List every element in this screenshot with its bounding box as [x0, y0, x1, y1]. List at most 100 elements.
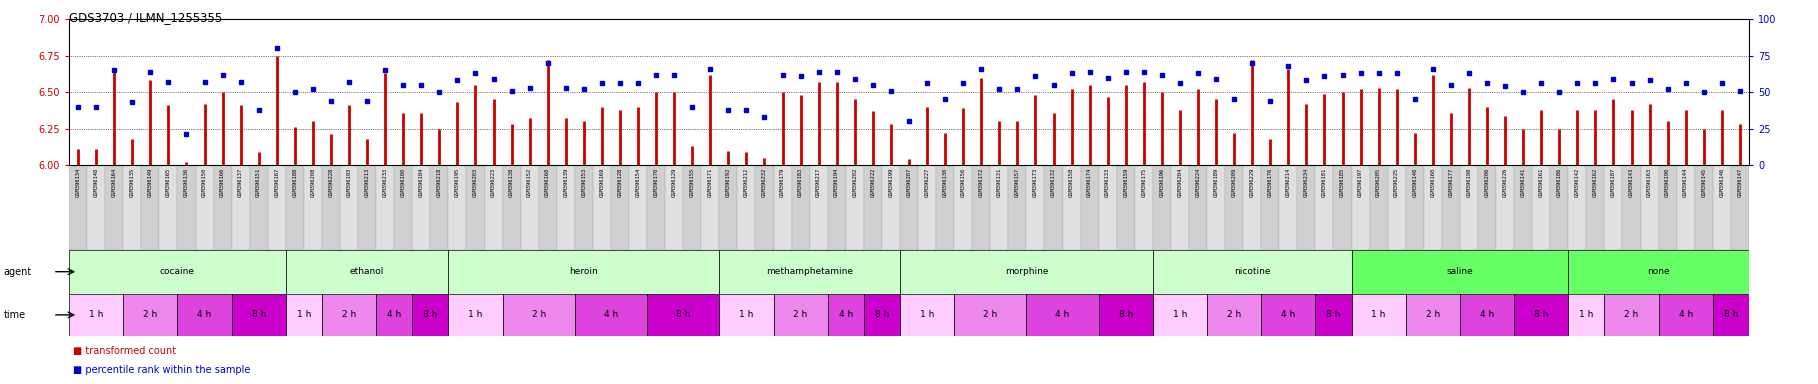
Bar	[231, 294, 285, 336]
Bar	[1478, 165, 1496, 250]
Bar	[1045, 165, 1062, 250]
Text: GSM396196: GSM396196	[1160, 168, 1164, 197]
Bar	[973, 165, 991, 250]
Bar	[1605, 294, 1658, 336]
Text: 1 h: 1 h	[469, 310, 484, 319]
Bar	[738, 165, 756, 250]
Bar	[720, 165, 738, 250]
Bar	[467, 165, 485, 250]
Bar	[1153, 250, 1351, 294]
Text: GSM396148: GSM396148	[95, 168, 98, 197]
Text: 8 h: 8 h	[1723, 310, 1738, 319]
Text: GSM396225: GSM396225	[1394, 168, 1400, 197]
Text: 1 h: 1 h	[1173, 310, 1187, 319]
Bar	[1244, 165, 1262, 250]
Text: GSM396228: GSM396228	[329, 168, 333, 197]
Bar	[574, 165, 593, 250]
Text: GSM396143: GSM396143	[1629, 168, 1634, 197]
Bar	[413, 165, 431, 250]
Bar	[502, 294, 574, 336]
Text: GSM396214: GSM396214	[1285, 168, 1291, 197]
Text: GSM396174: GSM396174	[1087, 168, 1093, 197]
Text: GSM396144: GSM396144	[1683, 168, 1689, 197]
Bar	[1569, 294, 1605, 336]
Bar	[1189, 165, 1207, 250]
Bar	[1569, 250, 1749, 294]
Bar	[1298, 165, 1316, 250]
Bar	[485, 165, 502, 250]
Bar	[1351, 250, 1569, 294]
Text: GSM396158: GSM396158	[1069, 168, 1074, 197]
Bar	[611, 165, 629, 250]
Bar	[1027, 165, 1045, 250]
Bar	[684, 165, 702, 250]
Bar	[1514, 165, 1533, 250]
Text: GSM396192: GSM396192	[725, 168, 731, 197]
Bar	[936, 165, 954, 250]
Bar	[900, 294, 954, 336]
Text: GSM396170: GSM396170	[654, 168, 658, 197]
Bar	[358, 165, 376, 250]
Text: GSM396159: GSM396159	[1124, 168, 1129, 197]
Text: 4 h: 4 h	[838, 310, 853, 319]
Text: GSM396205: GSM396205	[1376, 168, 1382, 197]
Bar	[1098, 294, 1153, 336]
Text: GSM396140: GSM396140	[1413, 168, 1418, 197]
Text: 2 h: 2 h	[1625, 310, 1638, 319]
Bar	[845, 165, 864, 250]
Text: 8 h: 8 h	[424, 310, 438, 319]
Text: GSM396160: GSM396160	[1431, 168, 1436, 197]
Bar	[1387, 165, 1405, 250]
Text: GSM396188: GSM396188	[293, 168, 298, 197]
Text: 2 h: 2 h	[1227, 310, 1242, 319]
Text: ■ percentile rank within the sample: ■ percentile rank within the sample	[73, 365, 251, 375]
Text: GSM396150: GSM396150	[202, 168, 207, 197]
Bar	[178, 165, 196, 250]
Bar	[827, 165, 845, 250]
Bar	[124, 294, 178, 336]
Bar	[1225, 165, 1244, 250]
Bar	[900, 165, 918, 250]
Text: GSM396173: GSM396173	[1033, 168, 1038, 197]
Bar	[1262, 165, 1280, 250]
Text: nicotine: nicotine	[1234, 267, 1271, 276]
Text: GSM396135: GSM396135	[129, 168, 135, 197]
Bar	[105, 165, 124, 250]
Text: GSM396147: GSM396147	[1738, 168, 1742, 197]
Text: 8 h: 8 h	[251, 310, 265, 319]
Text: GSM396154: GSM396154	[636, 168, 640, 197]
Bar	[1551, 165, 1569, 250]
Text: time: time	[4, 310, 25, 320]
Bar	[1713, 165, 1731, 250]
Text: 1 h: 1 h	[296, 310, 311, 319]
Bar	[322, 294, 376, 336]
Text: GSM396176: GSM396176	[1267, 168, 1273, 197]
Text: GSM396138: GSM396138	[509, 168, 514, 197]
Text: GSM396155: GSM396155	[689, 168, 694, 197]
Text: GSM396181: GSM396181	[1322, 168, 1327, 197]
Bar	[376, 294, 413, 336]
Bar	[720, 250, 900, 294]
Text: 2 h: 2 h	[531, 310, 545, 319]
Bar	[249, 165, 267, 250]
Bar	[1640, 165, 1658, 250]
Bar	[864, 165, 882, 250]
Text: GSM396198: GSM396198	[1467, 168, 1471, 197]
Bar	[304, 165, 322, 250]
Text: GSM396213: GSM396213	[365, 168, 369, 197]
Text: GSM396224: GSM396224	[1196, 168, 1200, 197]
Text: GSM396184: GSM396184	[418, 168, 424, 197]
Bar	[720, 294, 773, 336]
Bar	[773, 294, 827, 336]
Text: 2 h: 2 h	[793, 310, 807, 319]
Bar	[954, 294, 1027, 336]
Bar	[1658, 294, 1713, 336]
Text: 1 h: 1 h	[740, 310, 754, 319]
Bar	[809, 165, 827, 250]
Text: GSM396133: GSM396133	[1105, 168, 1111, 197]
Bar	[1009, 165, 1027, 250]
Bar	[1027, 294, 1098, 336]
Bar	[1694, 165, 1713, 250]
Text: GSM396203: GSM396203	[473, 168, 478, 197]
Bar	[1134, 165, 1153, 250]
